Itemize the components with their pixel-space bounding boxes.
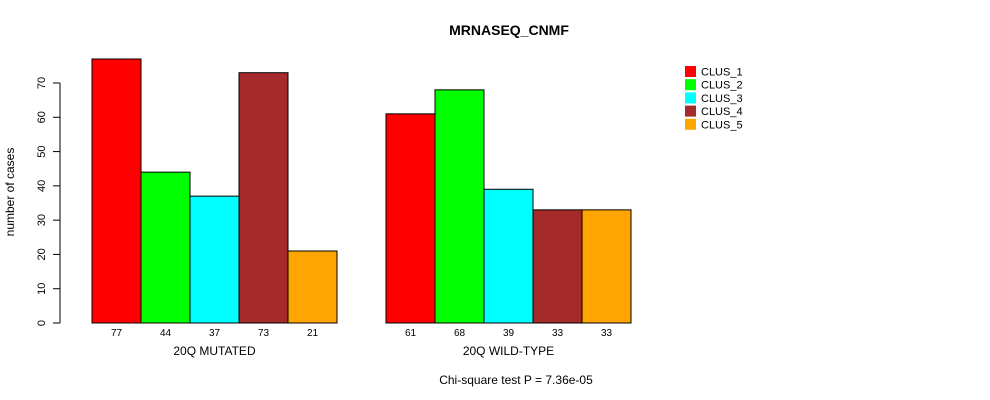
bar-clus-5 — [287, 250, 338, 324]
count-label: 73 — [258, 328, 270, 339]
y-tick-label: 60 — [36, 111, 48, 123]
count-label: 61 — [405, 328, 417, 339]
y-tick-label: 40 — [36, 180, 48, 192]
chart-title: MRNASEQ_CNMF — [449, 22, 569, 38]
bar-clus-3 — [483, 188, 534, 324]
count-label: 21 — [307, 328, 319, 339]
legend-label: CLUS_3 — [701, 93, 743, 105]
legend-swatch — [685, 92, 696, 104]
count-label: 77 — [111, 328, 123, 339]
y-tick-label: 70 — [36, 77, 48, 89]
y-tick-label: 30 — [36, 214, 48, 226]
count-label: 39 — [503, 328, 515, 339]
y-axis: 0 10 20 30 40 50 60 70 — [36, 77, 61, 326]
legend-swatch — [685, 105, 696, 117]
bar-clus-4 — [238, 72, 289, 324]
legend-label: CLUS_1 — [701, 67, 743, 79]
bar-clus-4 — [532, 209, 583, 324]
y-axis-label: number of cases — [3, 148, 17, 237]
bar-clus-2 — [434, 89, 485, 324]
count-label: 37 — [209, 328, 221, 339]
y-tick-label: 20 — [36, 248, 48, 260]
bar-clus-5 — [581, 209, 632, 324]
bar-clus-3 — [189, 195, 240, 324]
count-label: 33 — [601, 328, 613, 339]
group-label: 20Q MUTATED — [173, 344, 256, 358]
y-tick-label: 50 — [36, 145, 48, 157]
count-label: 68 — [454, 328, 466, 339]
chi-square-annotation: Chi-square test P = 7.36e-05 — [439, 373, 593, 387]
count-label: 33 — [552, 328, 564, 339]
y-tick-label: 10 — [36, 283, 48, 295]
bars-group — [91, 58, 632, 324]
count-labels: 77 44 37 73 21 61 68 39 33 33 — [111, 328, 613, 339]
bar-clus-1 — [91, 58, 142, 324]
legend-label: CLUS_5 — [701, 119, 743, 131]
legend-label: CLUS_4 — [701, 106, 743, 118]
y-tick-label: 0 — [36, 320, 48, 326]
legend-swatch — [685, 66, 696, 77]
group-label: 20Q WILD-TYPE — [463, 344, 554, 358]
legend-swatch — [685, 118, 696, 130]
bar-clus-1 — [385, 113, 436, 324]
group-labels: 20Q MUTATED 20Q WILD-TYPE — [173, 344, 554, 358]
legend-swatch — [685, 79, 696, 91]
bar-clus-2 — [140, 171, 191, 324]
legend-label: CLUS_2 — [701, 80, 743, 92]
count-label: 44 — [160, 328, 172, 339]
